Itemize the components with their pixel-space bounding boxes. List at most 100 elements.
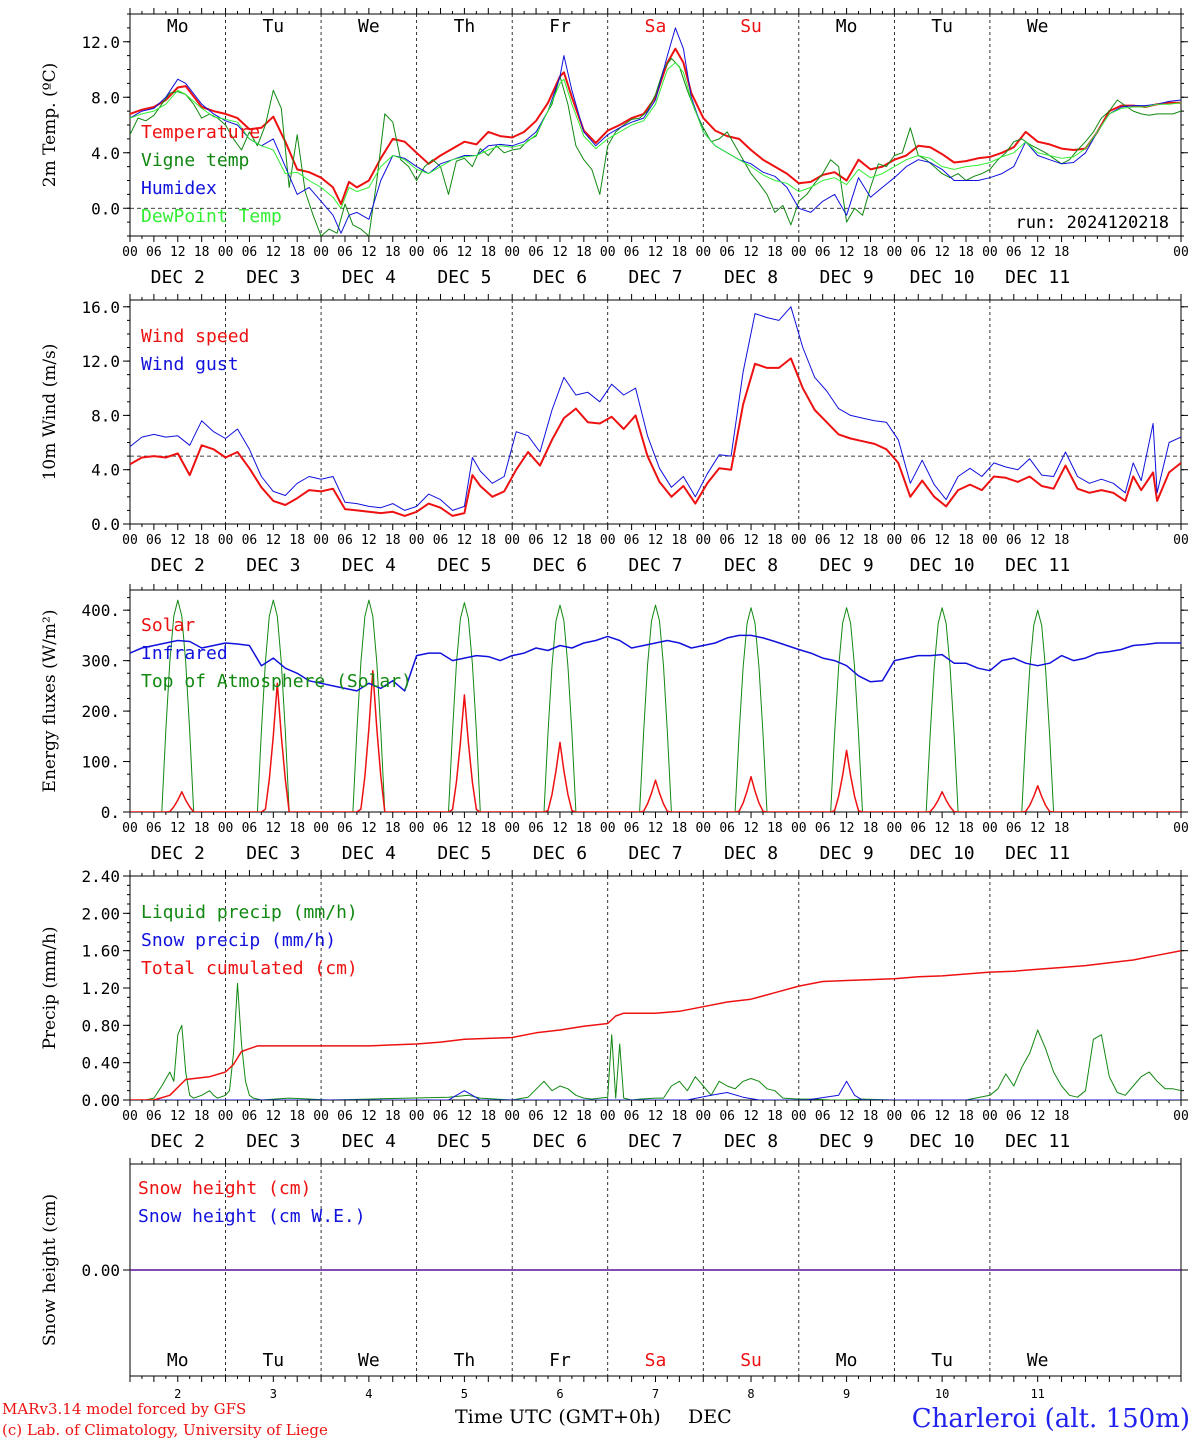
series-group <box>130 306 1181 517</box>
x-tick-marks <box>129 8 1182 242</box>
x-hour-label: 18 <box>958 533 974 548</box>
x-hour-label: 12 <box>839 821 855 836</box>
x-hour-label: 00 <box>504 245 520 260</box>
series-snow-precip-mm-h <box>130 1080 1181 1100</box>
x-hour-label: 06 <box>146 1109 162 1124</box>
legend: Wind speed Wind gust <box>141 326 249 375</box>
x-hour-label: 06 <box>528 533 544 548</box>
y-tick-label: 0.00 <box>81 1091 120 1110</box>
date-number: 10 <box>935 1387 949 1401</box>
date-label: DEC 10 <box>910 843 975 864</box>
date-label: DEC 11 <box>1005 1131 1070 1152</box>
date-label: DEC 7 <box>628 555 682 576</box>
legend-entry: Top of Atmosphere (Solar) <box>141 671 412 692</box>
x-hour-label: 18 <box>863 1109 879 1124</box>
x-hour-label: 18 <box>672 1109 688 1124</box>
x-hour-label: 00 <box>1173 245 1189 260</box>
x-hour-label: 12 <box>934 1109 950 1124</box>
series-group <box>130 599 1181 812</box>
y-tick-label: 0.00 <box>81 1261 120 1280</box>
x-hour-label: 12 <box>934 533 950 548</box>
series-group <box>130 27 1181 236</box>
x-tick-marks <box>129 584 1182 818</box>
x-hour-label: 12 <box>934 821 950 836</box>
x-hour-labels: 00 06 12 18 00 06 12 18 00 06 12 18 00 06 12 18 00 06 12 18… <box>122 1109 1189 1124</box>
x-hour-label: 12 <box>648 533 664 548</box>
y-tick-label: 0.0 <box>91 199 120 218</box>
x-hour-label: 12 <box>361 821 377 836</box>
date-number: 3 <box>270 1387 277 1401</box>
x-hour-labels: 00 06 12 18 00 06 12 18 00 06 12 18 00 06 12 18 00 06 12 18… <box>122 821 1189 836</box>
weekday-label: We <box>1027 16 1049 37</box>
x-hour-label: 18 <box>385 821 401 836</box>
weekday-label: We <box>358 16 380 37</box>
legend-entry: Snow precip (mm/h) <box>141 930 336 951</box>
x-hour-labels: 00 06 12 18 00 06 12 18 00 06 12 18 00 06 12 18 00 06 12 18… <box>122 533 1189 548</box>
weekday-label: Tu <box>931 1350 953 1371</box>
y-axis-label: Precip (mm/h) <box>40 926 60 1049</box>
x-hour-label: 18 <box>767 1109 783 1124</box>
x-hour-label: 00 <box>409 533 425 548</box>
model-credit: MARv3.14 model forced by GFS <box>2 1400 246 1418</box>
date-label: DEC 4 <box>342 1131 396 1152</box>
x-hour-label: 18 <box>958 1109 974 1124</box>
x-hour-label: 06 <box>1006 245 1022 260</box>
x-hour-label: 06 <box>1006 821 1022 836</box>
date-number: 4 <box>365 1387 372 1401</box>
series-solar <box>130 669 1181 812</box>
x-hour-label: 00 <box>600 533 616 548</box>
x-hour-label: 12 <box>265 533 281 548</box>
x-hour-label: 00 <box>218 821 234 836</box>
x-hour-label: 18 <box>289 821 305 836</box>
date-label: DEC 8 <box>724 555 778 576</box>
x-hour-label: 00 <box>791 821 807 836</box>
date-label: DEC 11 <box>1005 555 1070 576</box>
series-dewpoint-temp <box>130 62 1181 209</box>
x-hour-label: 06 <box>910 821 926 836</box>
date-label: DEC 5 <box>437 555 491 576</box>
x-hour-label: 12 <box>457 821 473 836</box>
run-label: run: 2024120218 <box>1015 213 1169 233</box>
x-hour-label: 00 <box>791 245 807 260</box>
x-hour-label: 06 <box>528 1109 544 1124</box>
x-hour-label: 18 <box>576 533 592 548</box>
weekday-label: Tu <box>262 16 284 37</box>
legend-entry: Infrared <box>141 643 228 664</box>
x-hour-label: 18 <box>576 1109 592 1124</box>
y-tick-label: 12.0 <box>81 352 120 371</box>
legend: Temperature Vigne temp Humidex DewPoint Tem… <box>141 122 282 227</box>
x-hour-label: 00 <box>600 821 616 836</box>
x-hour-label: 00 <box>504 1109 520 1124</box>
y-tick-label: 12.0 <box>81 33 120 52</box>
legend-entry: Vigne temp <box>141 150 249 171</box>
x-axis-title: Time UTC (GMT+0h) <box>455 1406 661 1428</box>
x-hour-label: 06 <box>815 1109 831 1124</box>
x-hour-label: 12 <box>1030 245 1046 260</box>
series-vigne-temp <box>130 57 1181 236</box>
lab-credit: (c) Lab. of Climatology, University of L… <box>2 1421 328 1439</box>
x-hour-label: 12 <box>743 1109 759 1124</box>
x-hour-label: 06 <box>719 245 735 260</box>
x-hour-label: 00 <box>1173 821 1189 836</box>
x-hour-label: 06 <box>146 533 162 548</box>
x-hour-label: 06 <box>242 1109 258 1124</box>
y-tick-label: 1.60 <box>81 942 120 961</box>
y-tick-label: 200. <box>81 702 120 721</box>
legend-entry: DewPoint Temp <box>141 206 282 227</box>
panel-precip: 0.00 0.40 0.80 1.20 1.60 2.00 2.40 Precip (mm/h… <box>40 867 1189 1152</box>
panel-wind: 0.0 4.0 8.0 12.0 16.0 10m Wind (m/s) Wind spee… <box>40 294 1189 576</box>
x-hour-label: 00 <box>695 1109 711 1124</box>
x-hour-label: 12 <box>265 821 281 836</box>
legend-entry: Solar <box>141 615 195 636</box>
series-liquid-precip-mm-h <box>130 982 1181 1100</box>
x-hour-label: 06 <box>146 245 162 260</box>
x-hour-label: 12 <box>457 1109 473 1124</box>
x-hour-label: 18 <box>1054 821 1070 836</box>
date-label: DEC 7 <box>628 267 682 288</box>
location-title: Charleroi (alt. 150m) <box>912 1404 1190 1434</box>
weekday-label: We <box>1027 1350 1049 1371</box>
y-tick-label: 0. <box>101 803 120 822</box>
x-hour-label: 18 <box>672 245 688 260</box>
